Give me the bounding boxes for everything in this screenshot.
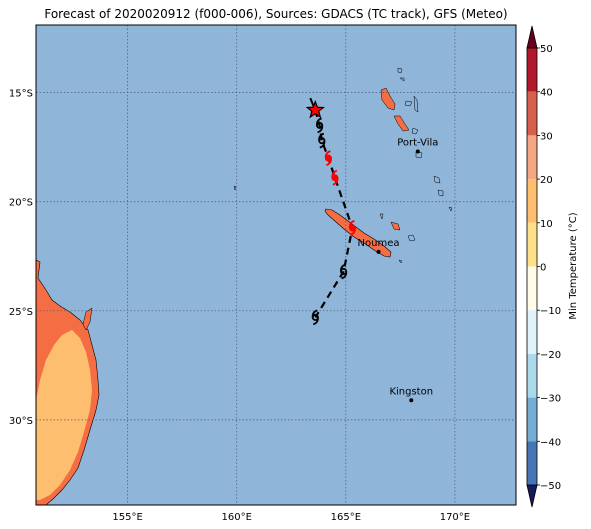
colorbar-segment bbox=[527, 397, 537, 442]
colorbar-segment bbox=[527, 353, 537, 398]
lat-tick-label: 20°S bbox=[9, 198, 33, 209]
colorbar-label: Min Temperature (°C) bbox=[568, 212, 579, 319]
loyalty-island-1 bbox=[390, 221, 401, 231]
storm-marker bbox=[316, 117, 324, 134]
australia-interior bbox=[36, 330, 92, 500]
graticule bbox=[36, 25, 516, 505]
new-caledonia-island bbox=[324, 208, 392, 258]
vanuatu-island-aneityum bbox=[448, 206, 453, 212]
map-title: Forecast of 2020020912 (f000-006), Sourc… bbox=[44, 7, 508, 21]
lon-tick-label: 165°E bbox=[331, 512, 361, 523]
storm-marker bbox=[311, 309, 319, 326]
lat-tick-label: 25°S bbox=[9, 307, 33, 318]
vanuatu-island-tanna bbox=[433, 175, 441, 184]
lon-tick-label: 155°E bbox=[112, 512, 142, 523]
ocean-area bbox=[36, 25, 516, 505]
colorbar-tick-label: 0 bbox=[540, 263, 546, 274]
australia-coast-patch bbox=[82, 307, 93, 331]
current-position-star-icon bbox=[305, 99, 326, 119]
isolated-islet bbox=[233, 185, 237, 191]
vanuatu-island-espiritu bbox=[380, 87, 396, 111]
colorbar-tick-label: 20 bbox=[540, 175, 553, 186]
tc-track bbox=[305, 97, 356, 326]
colorbar-tick-label: −20 bbox=[540, 350, 561, 361]
vanuatu-island-malekula bbox=[393, 115, 410, 132]
colorbar-tick-label: −30 bbox=[540, 394, 561, 405]
lon-tick-label: 160°E bbox=[222, 512, 252, 523]
latitude-ticks: 15°S 20°S 25°S 30°S bbox=[9, 89, 33, 427]
vanuatu-island-banks bbox=[399, 77, 405, 82]
vanuatu-island-north bbox=[397, 67, 403, 74]
storm-marker bbox=[340, 263, 348, 280]
colorbar-tick-label: 30 bbox=[540, 131, 553, 142]
place-labels: Port-Vila Noumea Kingston bbox=[358, 138, 438, 403]
map-frame bbox=[35, 24, 517, 506]
lat-tick-label: 30°S bbox=[9, 416, 33, 427]
colorbar-segment bbox=[527, 179, 537, 223]
colorbar-segment bbox=[527, 135, 537, 180]
place-label: Noumea bbox=[358, 238, 400, 249]
colorbar-segment bbox=[527, 91, 537, 136]
colorbar-extend-top bbox=[526, 25, 538, 49]
colorbar-extend-bottom bbox=[526, 484, 538, 508]
storm-marker-red bbox=[348, 220, 356, 236]
vanuatu-island-erromango bbox=[437, 189, 444, 197]
colorbar-segment bbox=[527, 222, 537, 267]
colorbar-segment bbox=[527, 48, 537, 92]
colorbar-tick-label: −50 bbox=[540, 481, 561, 492]
place-dot bbox=[376, 249, 381, 254]
colorbar-tick-label: 50 bbox=[540, 44, 553, 55]
vanuatu-island-efate bbox=[415, 151, 423, 159]
colorbar-tick-label: 40 bbox=[540, 88, 553, 99]
storm-marker-red bbox=[324, 150, 332, 166]
longitude-ticks: 155°E 160°E 165°E 170°E bbox=[112, 512, 470, 523]
colorbar-segment bbox=[527, 441, 537, 485]
colorbar-segment bbox=[527, 266, 537, 311]
lon-tick-label: 170°E bbox=[440, 512, 470, 523]
vanuatu-island-pentecost bbox=[404, 100, 413, 107]
place-dot bbox=[415, 149, 420, 154]
colorbar: 50 40 30 20 10 0 −10 −20 −30 −40 −50 bbox=[526, 25, 561, 508]
place-label: Kingston bbox=[389, 386, 433, 397]
vanuatu-island-maewo bbox=[413, 95, 419, 113]
colorbar-segment bbox=[527, 310, 537, 354]
place-label: Port-Vila bbox=[397, 138, 438, 149]
colorbar-tick-label: −40 bbox=[540, 437, 561, 448]
lat-tick-label: 15°S bbox=[9, 89, 33, 100]
loyalty-island-2 bbox=[407, 234, 416, 242]
colorbar-tick-label: 10 bbox=[540, 219, 553, 230]
vanuatu-island-ambrym bbox=[411, 127, 419, 135]
place-dot bbox=[409, 398, 414, 403]
southern-islet bbox=[398, 259, 403, 264]
loyalty-island-3 bbox=[379, 213, 384, 220]
colorbar-tick-label: −10 bbox=[540, 306, 561, 317]
storm-marker bbox=[318, 132, 326, 149]
storm-marker-red bbox=[331, 169, 339, 186]
